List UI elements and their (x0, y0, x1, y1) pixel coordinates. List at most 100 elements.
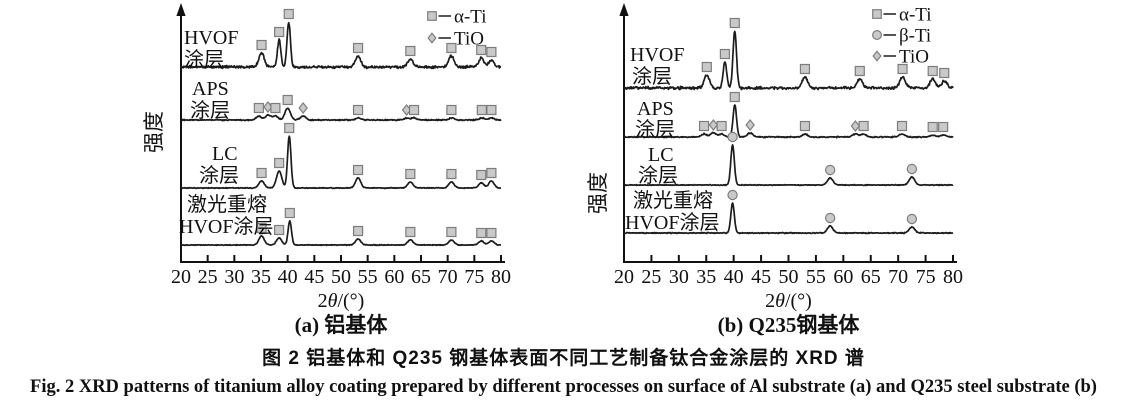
square-peak-marker (729, 91, 740, 103)
peak-markers (727, 131, 918, 176)
x-tick-label: 65 (411, 266, 431, 288)
diamond-peak-marker (298, 102, 308, 114)
circle-peak-marker (906, 163, 918, 175)
trace-label: HVOF涂层 (630, 44, 684, 88)
xrd-panels: 20 25 30 35 40 45 50 55 60 65 70 75 802θ/(°)强度α-TiTi… (142, 3, 963, 312)
trace-hvof (623, 30, 954, 91)
square-peak-marker (256, 222, 267, 234)
x-tick-label: 45 (751, 266, 771, 288)
trace-label-line: APS (192, 78, 229, 100)
square-peak-marker (283, 8, 294, 20)
legend-label: β-Ti (899, 26, 931, 47)
square-peak-marker (446, 42, 457, 54)
x-tick-label: 75 (464, 266, 484, 288)
square-peak-marker (408, 104, 420, 116)
trace-label-line: 涂层 (190, 99, 230, 122)
x-tick-label: 50 (779, 266, 799, 288)
xrd-curve (180, 107, 502, 122)
square-peak-marker (486, 104, 497, 116)
figure-caption-en: Fig. 2 XRD patterns of titanium alloy co… (30, 377, 1097, 397)
circle-peak-marker (727, 131, 738, 143)
x-tick-labels: 20 25 30 35 40 45 50 55 60 65 70 75 80 (614, 266, 963, 288)
square-peak-marker (274, 26, 285, 38)
xrd-curve (180, 21, 502, 70)
square-peak-marker (939, 67, 950, 79)
trace-lc (180, 135, 502, 190)
square-peak-marker (256, 39, 267, 51)
legend-circle-icon (872, 30, 882, 40)
square-peak-marker (274, 157, 285, 169)
circle-peak-marker (727, 189, 738, 201)
x-tick-label: 70 (438, 266, 458, 288)
x-tick-label: 65 (861, 266, 881, 288)
circle-peak-marker (824, 212, 836, 224)
square-peak-marker (927, 121, 938, 133)
x-tick-label: 30 (669, 266, 689, 288)
trace-lc (623, 144, 954, 187)
square-peak-marker (253, 102, 264, 114)
square-peak-marker (897, 63, 908, 75)
xrd-curve (623, 144, 954, 187)
xrd-curve (623, 30, 954, 91)
x-tick-label: 40 (724, 266, 744, 288)
peak-markers (256, 207, 497, 239)
axes (176, 3, 505, 263)
square-peak-marker (282, 94, 293, 106)
trace-aps (623, 104, 954, 139)
y-axis-label: 强度 (142, 111, 166, 153)
square-peak-marker (476, 169, 487, 181)
panel-b: 20 25 30 35 40 45 50 55 60 65 70 75 80 2θ/(°) 强度 α-Tiβ-… (586, 3, 963, 312)
trace-label-line: HVOF (184, 27, 238, 49)
square-peak-marker (729, 17, 740, 29)
legend-label: TiO (454, 29, 484, 50)
xrd-curve (180, 219, 502, 247)
square-peak-marker (701, 61, 712, 73)
square-peak-marker (854, 65, 865, 77)
square-peak-marker (405, 45, 416, 57)
y-axis-label: 强度 (586, 172, 610, 214)
x-tick-label: 40 (278, 266, 298, 288)
legend-diamond-icon (872, 50, 882, 62)
diamond-peak-marker (745, 119, 755, 131)
peak-markers (256, 122, 497, 181)
x-tick-label: 20 (171, 266, 191, 288)
trace-label-line: APS (637, 98, 674, 120)
square-peak-marker (405, 226, 416, 238)
x-tick-label: 55 (806, 266, 826, 288)
trace-label-line: 涂层 (184, 48, 224, 71)
square-peak-marker (896, 120, 908, 132)
panel-a: 20 25 30 35 40 45 50 55 60 65 70 75 80 2θ/(°) 强度 α-TiTi… (142, 3, 511, 312)
trace-label-line: HVOF涂层 (179, 215, 273, 238)
x-tick-label: 35 (251, 266, 271, 288)
square-peak-marker (799, 63, 811, 75)
trace-label-line: 涂层 (632, 65, 672, 88)
square-peak-marker (476, 227, 487, 239)
square-peak-marker (858, 120, 869, 132)
x-tick-label: 45 (304, 266, 324, 288)
panel-a-caption: (a) 铝基体 (294, 313, 388, 337)
square-peak-marker (486, 167, 497, 179)
x-tick-label: 35 (696, 266, 716, 288)
trace-laser-remelted-hvof (623, 202, 954, 235)
trace-label-line: 涂层 (638, 164, 678, 187)
x-tick-label: 25 (641, 266, 661, 288)
square-peak-marker (698, 120, 710, 132)
square-peak-marker (938, 121, 949, 133)
square-peak-marker (476, 104, 487, 116)
xrd-curve (623, 202, 954, 235)
legend-label: α-Ti (454, 7, 487, 28)
circle-peak-marker (906, 213, 918, 225)
x-tick-labels: 20 25 30 35 40 45 50 55 60 65 70 75 80 (171, 266, 511, 288)
trace-label-line: HVOF涂层 (625, 211, 719, 234)
x-axis-label: 2θ/(°) (318, 290, 365, 312)
square-peak-marker (799, 120, 811, 132)
legend-label: TiO (899, 47, 929, 68)
xrd-curve (180, 135, 502, 190)
square-peak-marker (352, 225, 364, 237)
x-tick-label: 20 (614, 266, 634, 288)
